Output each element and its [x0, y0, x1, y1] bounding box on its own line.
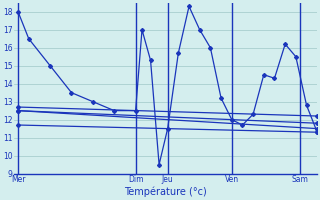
X-axis label: Température (°c): Température (°c) [124, 187, 207, 197]
